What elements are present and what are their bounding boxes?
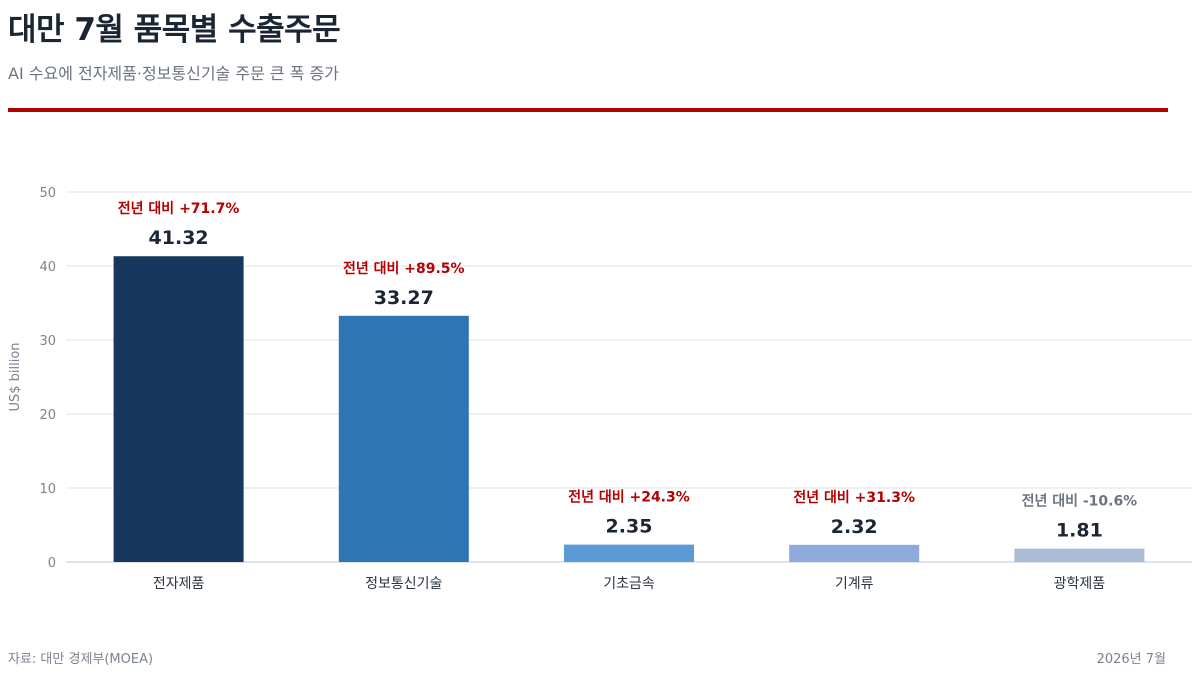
y-axis-title: US$ billion bbox=[8, 342, 23, 411]
y-tick-label: 30 bbox=[39, 334, 56, 349]
bar bbox=[564, 544, 694, 562]
bar bbox=[789, 544, 920, 562]
accent-rule bbox=[8, 108, 1168, 112]
x-tick-label: 기계류 bbox=[835, 576, 874, 592]
bar bbox=[1014, 548, 1145, 562]
x-tick-label: 광학제품 bbox=[1054, 576, 1106, 592]
yoy-change-label: 전년 대비 +31.3% bbox=[793, 489, 915, 506]
data-label: 41.32 bbox=[149, 227, 209, 249]
yoy-change-label: 전년 대비 +89.5% bbox=[343, 260, 465, 277]
y-tick-label: 40 bbox=[39, 260, 56, 275]
yoy-change-label: 전년 대비 +71.7% bbox=[118, 200, 240, 217]
yoy-change-label: 전년 대비 +24.3% bbox=[568, 489, 690, 506]
data-label: 1.81 bbox=[1056, 520, 1103, 542]
y-tick-label: 10 bbox=[39, 482, 56, 497]
x-tick-label: 전자제품 bbox=[153, 576, 205, 592]
data-label: 2.32 bbox=[831, 516, 878, 538]
y-tick-label: 20 bbox=[39, 408, 56, 423]
bar bbox=[113, 256, 244, 562]
chart-title: 대만 7월 품목별 수출주문 bbox=[8, 12, 341, 48]
chart-subtitle: AI 수요에 전자제품·정보통신기술 주문 큰 폭 증가 bbox=[8, 64, 339, 83]
source-note: 자료: 대만 경제부(MOEA) bbox=[8, 652, 154, 667]
yoy-change-label: 전년 대비 -10.6% bbox=[1022, 493, 1138, 510]
data-label: 2.35 bbox=[606, 516, 653, 538]
data-label: 33.27 bbox=[374, 287, 434, 309]
bar bbox=[338, 315, 469, 562]
date-note: 2026년 7월 bbox=[1096, 652, 1166, 667]
x-tick-label: 기초금속 bbox=[603, 576, 655, 592]
y-tick-label: 50 bbox=[39, 186, 56, 201]
x-tick-label: 정보통신기술 bbox=[365, 576, 442, 592]
y-tick-label: 0 bbox=[48, 556, 56, 571]
